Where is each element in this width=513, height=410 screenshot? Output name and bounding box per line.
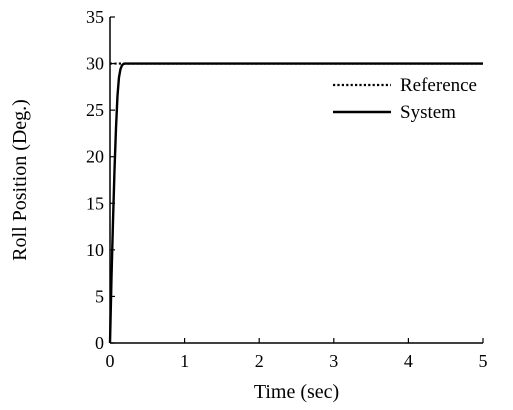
x-tick-label-4: 4 xyxy=(404,351,413,371)
y-axis-title: Roll Position (Deg.) xyxy=(9,99,31,261)
legend: Reference System xyxy=(333,75,477,123)
x-tick-label-0: 0 xyxy=(106,351,115,371)
y-tick-label-25: 25 xyxy=(86,100,104,120)
y-tick-label-30: 30 xyxy=(86,54,104,74)
y-tick-label-10: 10 xyxy=(86,240,104,260)
x-tick-label-1: 1 xyxy=(180,351,189,371)
y-tick-label-15: 15 xyxy=(86,193,104,213)
x-tick-label-3: 3 xyxy=(329,351,338,371)
legend-label-system: System xyxy=(400,102,456,123)
y-tick-label-20: 20 xyxy=(86,147,104,167)
series-layer xyxy=(108,62,483,344)
x-tick-label-2: 2 xyxy=(255,351,264,371)
x-axis-title: Time (sec) xyxy=(254,381,339,403)
y-tick-label-35: 35 xyxy=(86,7,104,27)
series-line-system xyxy=(108,62,483,344)
x-tick-label-5: 5 xyxy=(479,351,488,371)
axes: 0 5 10 15 20 25 30 35 0 1 2 3 4 5 xyxy=(86,7,488,371)
y-tick-label-0: 0 xyxy=(95,333,104,353)
legend-label-reference: Reference xyxy=(400,75,477,96)
y-tick-label-5: 5 xyxy=(95,286,104,306)
